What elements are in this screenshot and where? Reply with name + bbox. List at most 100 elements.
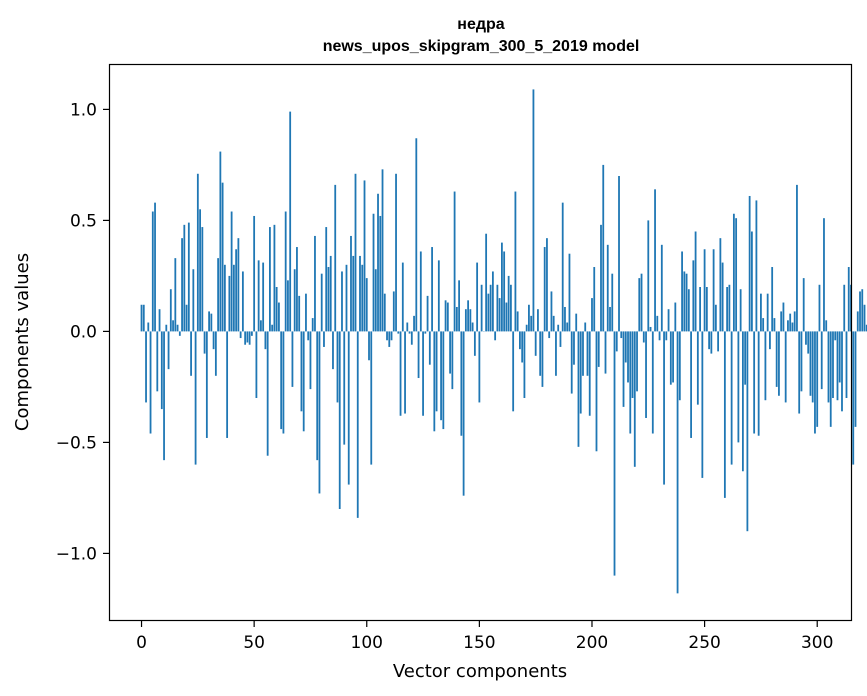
bar [469, 309, 472, 332]
bar [309, 331, 312, 390]
bar [176, 324, 179, 332]
bar [410, 331, 413, 345]
bar [683, 271, 686, 332]
bar [825, 320, 828, 332]
bar [755, 200, 758, 332]
bar [460, 331, 463, 436]
bar [708, 331, 711, 350]
bar [181, 238, 183, 332]
bar [401, 262, 404, 332]
bar [575, 313, 578, 332]
bar [169, 289, 172, 332]
bar [397, 331, 400, 334]
bar [275, 287, 278, 332]
bar [746, 331, 749, 532]
bar [174, 258, 177, 332]
bar [832, 331, 834, 398]
bar [232, 264, 235, 332]
bar [633, 331, 636, 467]
bar [496, 284, 499, 332]
bar [566, 322, 569, 332]
bar [158, 309, 161, 332]
bar [440, 331, 442, 421]
bar [829, 331, 832, 427]
bar [613, 331, 616, 576]
bar [280, 331, 283, 430]
bar [651, 331, 654, 434]
bar [516, 311, 519, 332]
bar [784, 331, 787, 403]
bar [669, 331, 672, 385]
bar [739, 289, 742, 332]
bar [676, 331, 679, 594]
bar [246, 331, 249, 343]
bar [555, 331, 557, 376]
bar [678, 331, 681, 401]
bar [816, 331, 819, 427]
bar [449, 331, 451, 374]
bar [365, 278, 368, 332]
bar [377, 193, 379, 332]
bar [325, 227, 328, 332]
bar [190, 331, 192, 376]
bar [183, 224, 186, 332]
bar [338, 331, 341, 509]
bar [809, 331, 812, 396]
y-tick-label: 1.0 [70, 100, 97, 120]
bar [525, 324, 528, 332]
bar [546, 238, 548, 332]
bar [818, 284, 821, 332]
bar [841, 331, 843, 412]
bar [638, 278, 641, 332]
bar [748, 195, 751, 332]
bar [753, 331, 756, 434]
bar [595, 331, 598, 452]
bar [615, 331, 618, 352]
bar [347, 331, 350, 485]
bar [820, 331, 823, 390]
bar [172, 320, 174, 332]
bar [845, 331, 848, 398]
bar [699, 287, 701, 332]
bar [627, 331, 629, 383]
bar [363, 180, 366, 332]
bar [494, 331, 497, 341]
bar [854, 331, 857, 427]
bar [539, 331, 542, 376]
bar [428, 331, 431, 365]
bar [798, 331, 801, 414]
bar [431, 247, 433, 332]
bar [528, 304, 530, 332]
bar [814, 331, 816, 434]
bar [415, 138, 418, 332]
bar [205, 331, 208, 438]
bar [444, 300, 447, 332]
bar [140, 304, 143, 332]
bar [532, 89, 535, 332]
bar [665, 331, 668, 341]
bar [419, 251, 422, 332]
bar [451, 331, 454, 390]
bar [260, 320, 262, 332]
bar [534, 331, 537, 356]
x-tick-label: 250 [688, 633, 720, 653]
bar [413, 315, 415, 332]
x-tick-label: 300 [801, 633, 833, 653]
bar [199, 209, 201, 332]
bar [329, 255, 332, 332]
bar [336, 331, 339, 403]
bar [570, 331, 573, 394]
bar [446, 302, 449, 332]
bar [208, 311, 210, 332]
bar [694, 231, 697, 332]
bar [550, 291, 553, 332]
bar [757, 331, 760, 436]
x-tick-label: 50 [243, 633, 265, 653]
bar [219, 151, 222, 332]
bar [789, 313, 792, 332]
bar [266, 331, 269, 456]
bar [354, 173, 357, 332]
bar [253, 215, 256, 332]
x-tick-label: 150 [463, 633, 495, 653]
